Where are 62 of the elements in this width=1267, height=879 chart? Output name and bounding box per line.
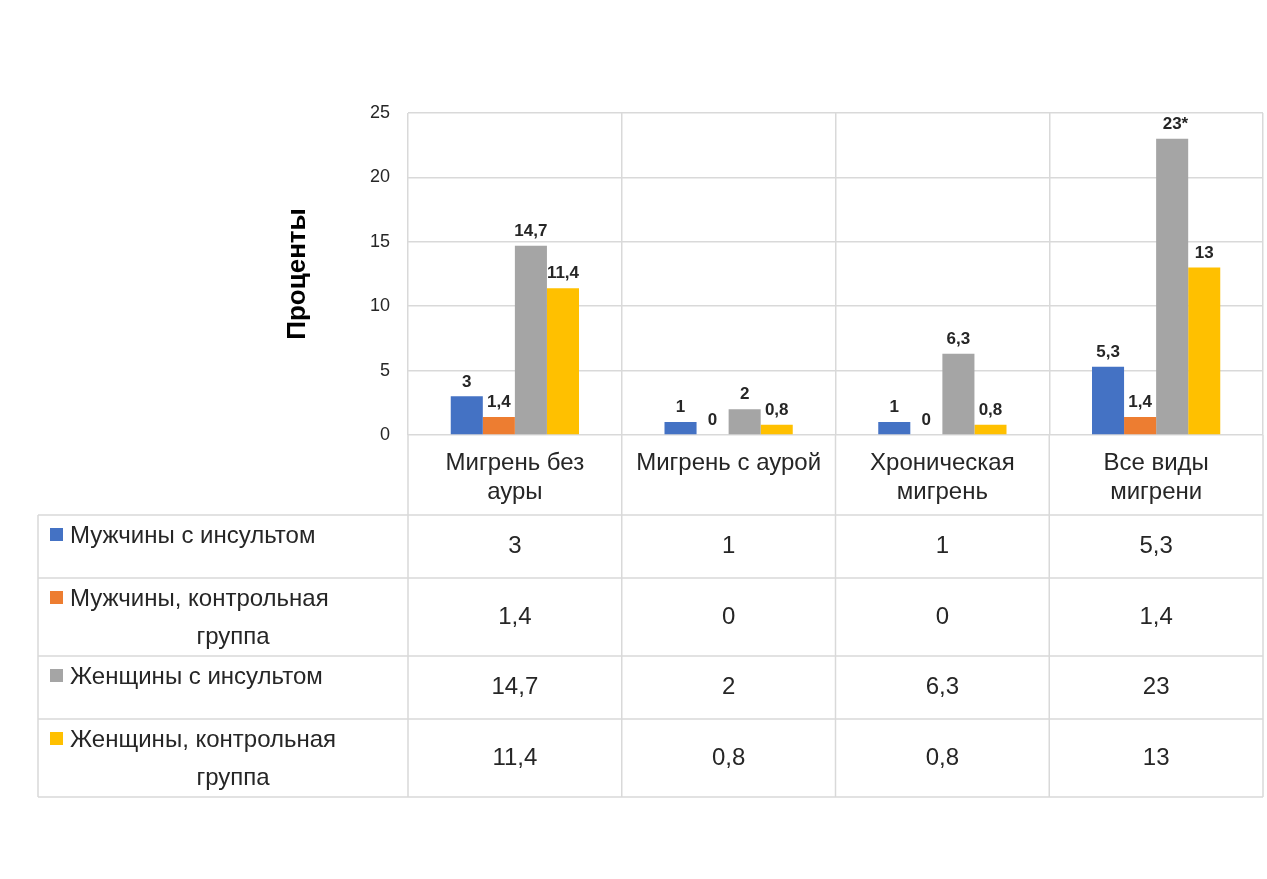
y-tick-label: 10 — [369, 295, 390, 316]
data-label: 0 — [935, 601, 950, 629]
y-tick-label: 15 — [369, 230, 390, 251]
legend-label: Женщины, контрольная группа — [70, 724, 337, 790]
data-label: 5,3 — [1139, 531, 1173, 559]
bar — [728, 409, 761, 435]
text: 1 — [889, 397, 900, 417]
data-label: 11,4 — [492, 742, 538, 770]
text: 23 — [1162, 113, 1182, 133]
text: 1,4 — [487, 392, 511, 412]
data-label: 1,4 — [1139, 601, 1173, 629]
bar — [1124, 416, 1157, 435]
bar — [514, 245, 547, 435]
data-label: 6,3 — [925, 672, 960, 700]
bar — [482, 416, 515, 435]
text: 2 — [739, 384, 750, 404]
data-label: 1,4 — [498, 601, 532, 629]
data-label: 14,7 — [491, 672, 539, 700]
text: 0 — [707, 410, 718, 430]
data-label: 3 — [508, 531, 522, 559]
text: 13 — [1194, 242, 1214, 262]
text: 14,7 — [514, 220, 548, 240]
text: 0 — [921, 410, 932, 430]
legend-label: Мужчины с инсультом — [70, 520, 316, 548]
text: 0,8 — [764, 399, 789, 419]
bar — [760, 424, 793, 435]
data-label: 1 — [935, 531, 950, 559]
text: 11,4 — [546, 263, 580, 283]
data-label: 0,8 — [711, 742, 746, 770]
bar — [664, 422, 697, 435]
text: 5,3 — [1096, 341, 1120, 361]
x-tick-label: Все виды мигрени — [1103, 448, 1209, 504]
text: 6,3 — [946, 329, 971, 349]
text: 0,8 — [978, 399, 1003, 419]
bar — [1156, 138, 1189, 435]
legend-label: Женщины с инсультом — [70, 661, 323, 689]
bar — [1188, 267, 1221, 435]
x-tick-label: Мигрень с аурой — [636, 448, 822, 476]
annotation: * — [1181, 113, 1189, 133]
bar — [1092, 366, 1125, 435]
bar — [942, 353, 975, 435]
data-label: 0 — [721, 601, 736, 629]
y-tick-label: 0 — [379, 423, 390, 444]
data-label: 23 — [1142, 672, 1170, 700]
bar — [974, 424, 1007, 435]
x-tick-label: Хроническая мигрень — [870, 448, 1015, 504]
legend-label: Мужчины, контрольная группа — [70, 583, 329, 649]
text: 3 — [462, 371, 472, 391]
y-tick-label: 20 — [369, 166, 390, 187]
data-label: 0,8 — [925, 742, 960, 770]
bar — [546, 288, 579, 435]
text: 1,4 — [1128, 392, 1152, 412]
y-axis-title: Проценты — [280, 208, 311, 340]
bar — [878, 422, 911, 435]
x-tick-label: Мигрень без ауры — [445, 448, 585, 504]
data-label: 2 — [721, 672, 736, 700]
text: 1 — [675, 397, 686, 417]
data-label: 13 — [1142, 742, 1170, 770]
y-tick-label: 5 — [379, 359, 390, 380]
y-tick-label: 25 — [369, 101, 390, 122]
bar — [450, 396, 483, 435]
data-label: 1 — [721, 531, 736, 559]
